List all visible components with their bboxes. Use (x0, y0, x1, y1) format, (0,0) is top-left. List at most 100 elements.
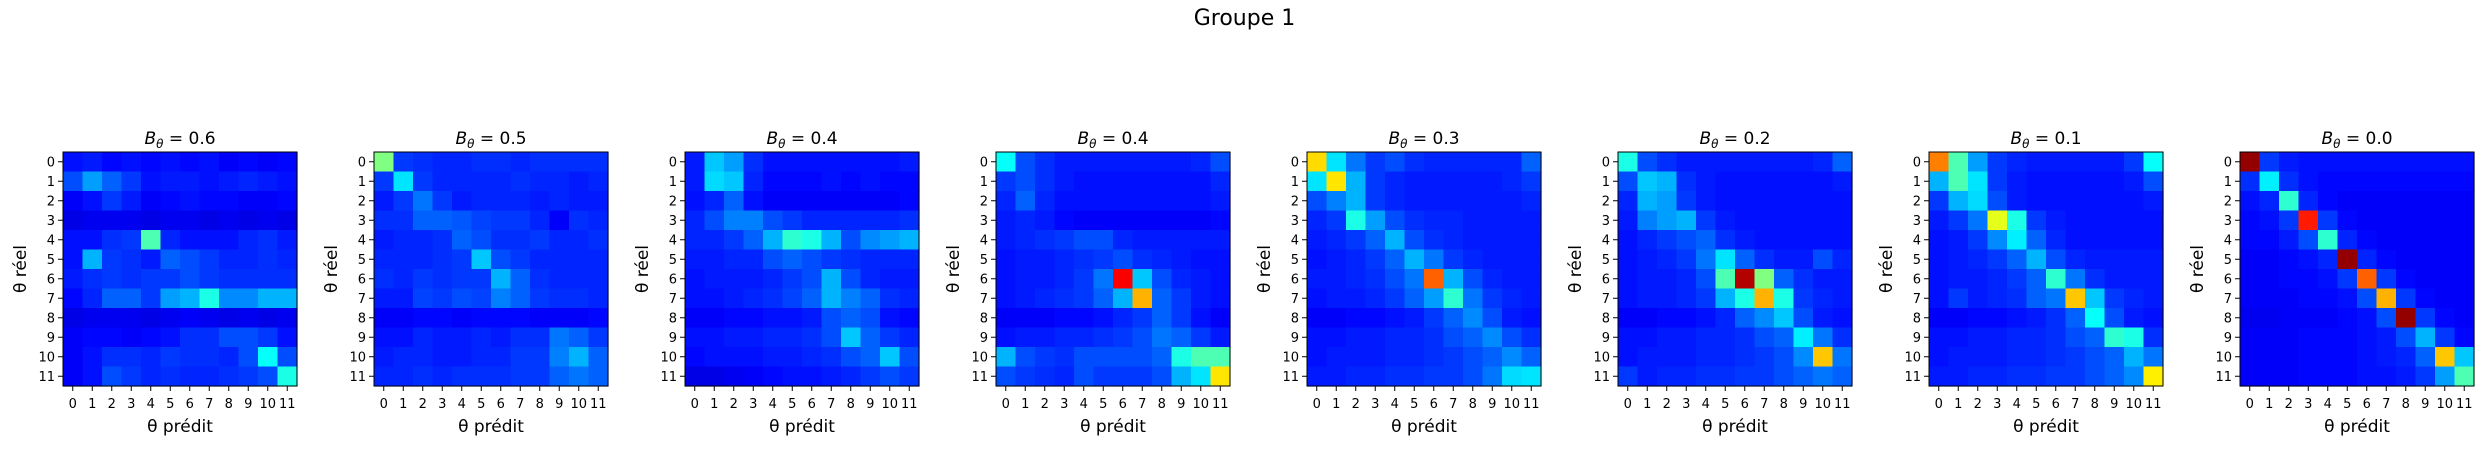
heatmap-cell (1385, 171, 1406, 192)
heatmap-cell (121, 327, 142, 348)
heatmap-cell (121, 288, 142, 309)
heatmap-cell (452, 308, 473, 329)
heatmap-cell (880, 327, 901, 348)
heatmap-cell (1463, 366, 1484, 387)
heatmap-cell (1521, 191, 1542, 212)
heatmap-cell (2085, 308, 2106, 329)
x-tick-label: 11 (2456, 397, 2473, 412)
heatmap-cell (2318, 269, 2339, 290)
heatmap-cell (121, 249, 142, 270)
heatmap-cell (743, 249, 764, 270)
heatmap-cell (199, 327, 220, 348)
x-tick-label: 5 (477, 397, 485, 412)
heatmap-cell (821, 191, 842, 212)
heatmap-cell (491, 249, 512, 270)
heatmap-cell (82, 269, 103, 290)
y-tick-label: 3 (980, 214, 988, 229)
y-tick-label: 11 (38, 370, 55, 385)
heatmap-cell (491, 230, 512, 251)
x-tick-label: 0 (1624, 397, 1632, 412)
y-tick-label: 3 (1913, 214, 1921, 229)
heatmap-cell (1365, 152, 1386, 173)
y-tick-label: 5 (1602, 253, 1610, 268)
heatmap-cell (860, 327, 881, 348)
heatmap-cell (1074, 366, 1095, 387)
heatmap-cell (393, 171, 414, 192)
heatmap-cell (2298, 288, 2319, 309)
heatmap-cell (1832, 191, 1853, 212)
heatmap-cell (2143, 171, 2164, 192)
heatmap-cell (1793, 171, 1814, 192)
x-tick-label: 10 (2436, 397, 2453, 412)
heatmap-cell (2298, 230, 2319, 251)
heatmap-cell (743, 230, 764, 251)
heatmap-cell (2396, 249, 2417, 270)
heatmap-cell (2007, 347, 2028, 368)
x-tick-label: 2 (1352, 397, 1360, 412)
heatmap-cell (413, 210, 434, 231)
heatmap-cell (2396, 269, 2417, 290)
heatmap-cell (1754, 308, 1775, 329)
x-tick-label: 1 (1332, 397, 1340, 412)
heatmap-cell (2104, 327, 2125, 348)
heatmap-cell (471, 191, 492, 212)
heatmap-cell (588, 230, 609, 251)
heatmap-cell (763, 210, 784, 231)
heatmap-cell (413, 191, 434, 212)
heatmap-cell (374, 191, 395, 212)
heatmap-cell (238, 288, 259, 309)
heatmap-cell (1404, 347, 1425, 368)
heatmap-cell (1968, 249, 1989, 270)
heatmap-cell (1365, 366, 1386, 387)
x-tick-label: 3 (749, 397, 757, 412)
heatmap-cell (1404, 230, 1425, 251)
heatmap-cell (1929, 230, 1950, 251)
heatmap-cell (2065, 171, 2086, 192)
heatmap-cell (1793, 269, 1814, 290)
heatmap-cell (1093, 210, 1114, 231)
heatmap-cell (1793, 347, 1814, 368)
heatmap-cell (1191, 230, 1212, 251)
heatmap-cell (2085, 288, 2106, 309)
heatmap-cell (1657, 366, 1678, 387)
x-tick-label: 8 (2091, 397, 2099, 412)
heatmap-cell (2454, 327, 2475, 348)
x-tick-label: 1 (88, 397, 96, 412)
heatmap-cell (2376, 308, 2397, 329)
heatmap-cell (1754, 249, 1775, 270)
heatmap-cell (63, 249, 84, 270)
heatmap-cell (1813, 230, 1834, 251)
heatmap-cell (1968, 152, 1989, 173)
heatmap-cell (1210, 288, 1231, 309)
heatmap-cell (1307, 366, 1328, 387)
heatmap-cell (1346, 308, 1367, 329)
heatmap-cell (782, 269, 803, 290)
heatmap-cell (2240, 191, 2261, 212)
heatmap-cell (2454, 152, 2475, 173)
heatmap-cell (219, 366, 240, 387)
heatmap-cell (724, 171, 745, 192)
heatmap-cell (1929, 171, 1950, 192)
heatmap-cell (1696, 230, 1717, 251)
heatmap-cell (1424, 269, 1445, 290)
axes-frame (2239, 151, 2475, 387)
x-tick-label: 11 (2145, 397, 2162, 412)
heatmap-cell (432, 249, 453, 270)
heatmap-cell (1637, 210, 1658, 231)
heatmap-cell (1152, 152, 1173, 173)
y-axis-label: θ réel (944, 245, 964, 293)
heatmap-cell (1774, 152, 1795, 173)
heatmap-cell (1637, 269, 1658, 290)
heatmap-cell (277, 171, 298, 192)
x-tick-label: 1 (399, 397, 407, 412)
heatmap-cell (1948, 152, 1969, 173)
heatmap-cell (1443, 171, 1464, 192)
x-tick-label: 9 (2110, 397, 2118, 412)
heatmap-cell (82, 308, 103, 329)
heatmap-cell (549, 210, 570, 231)
y-tick-label: 7 (1602, 292, 1610, 307)
heatmap-cell (141, 366, 162, 387)
heatmap-cell (549, 308, 570, 329)
heatmap-cell (880, 347, 901, 368)
heatmap-cell (393, 308, 414, 329)
